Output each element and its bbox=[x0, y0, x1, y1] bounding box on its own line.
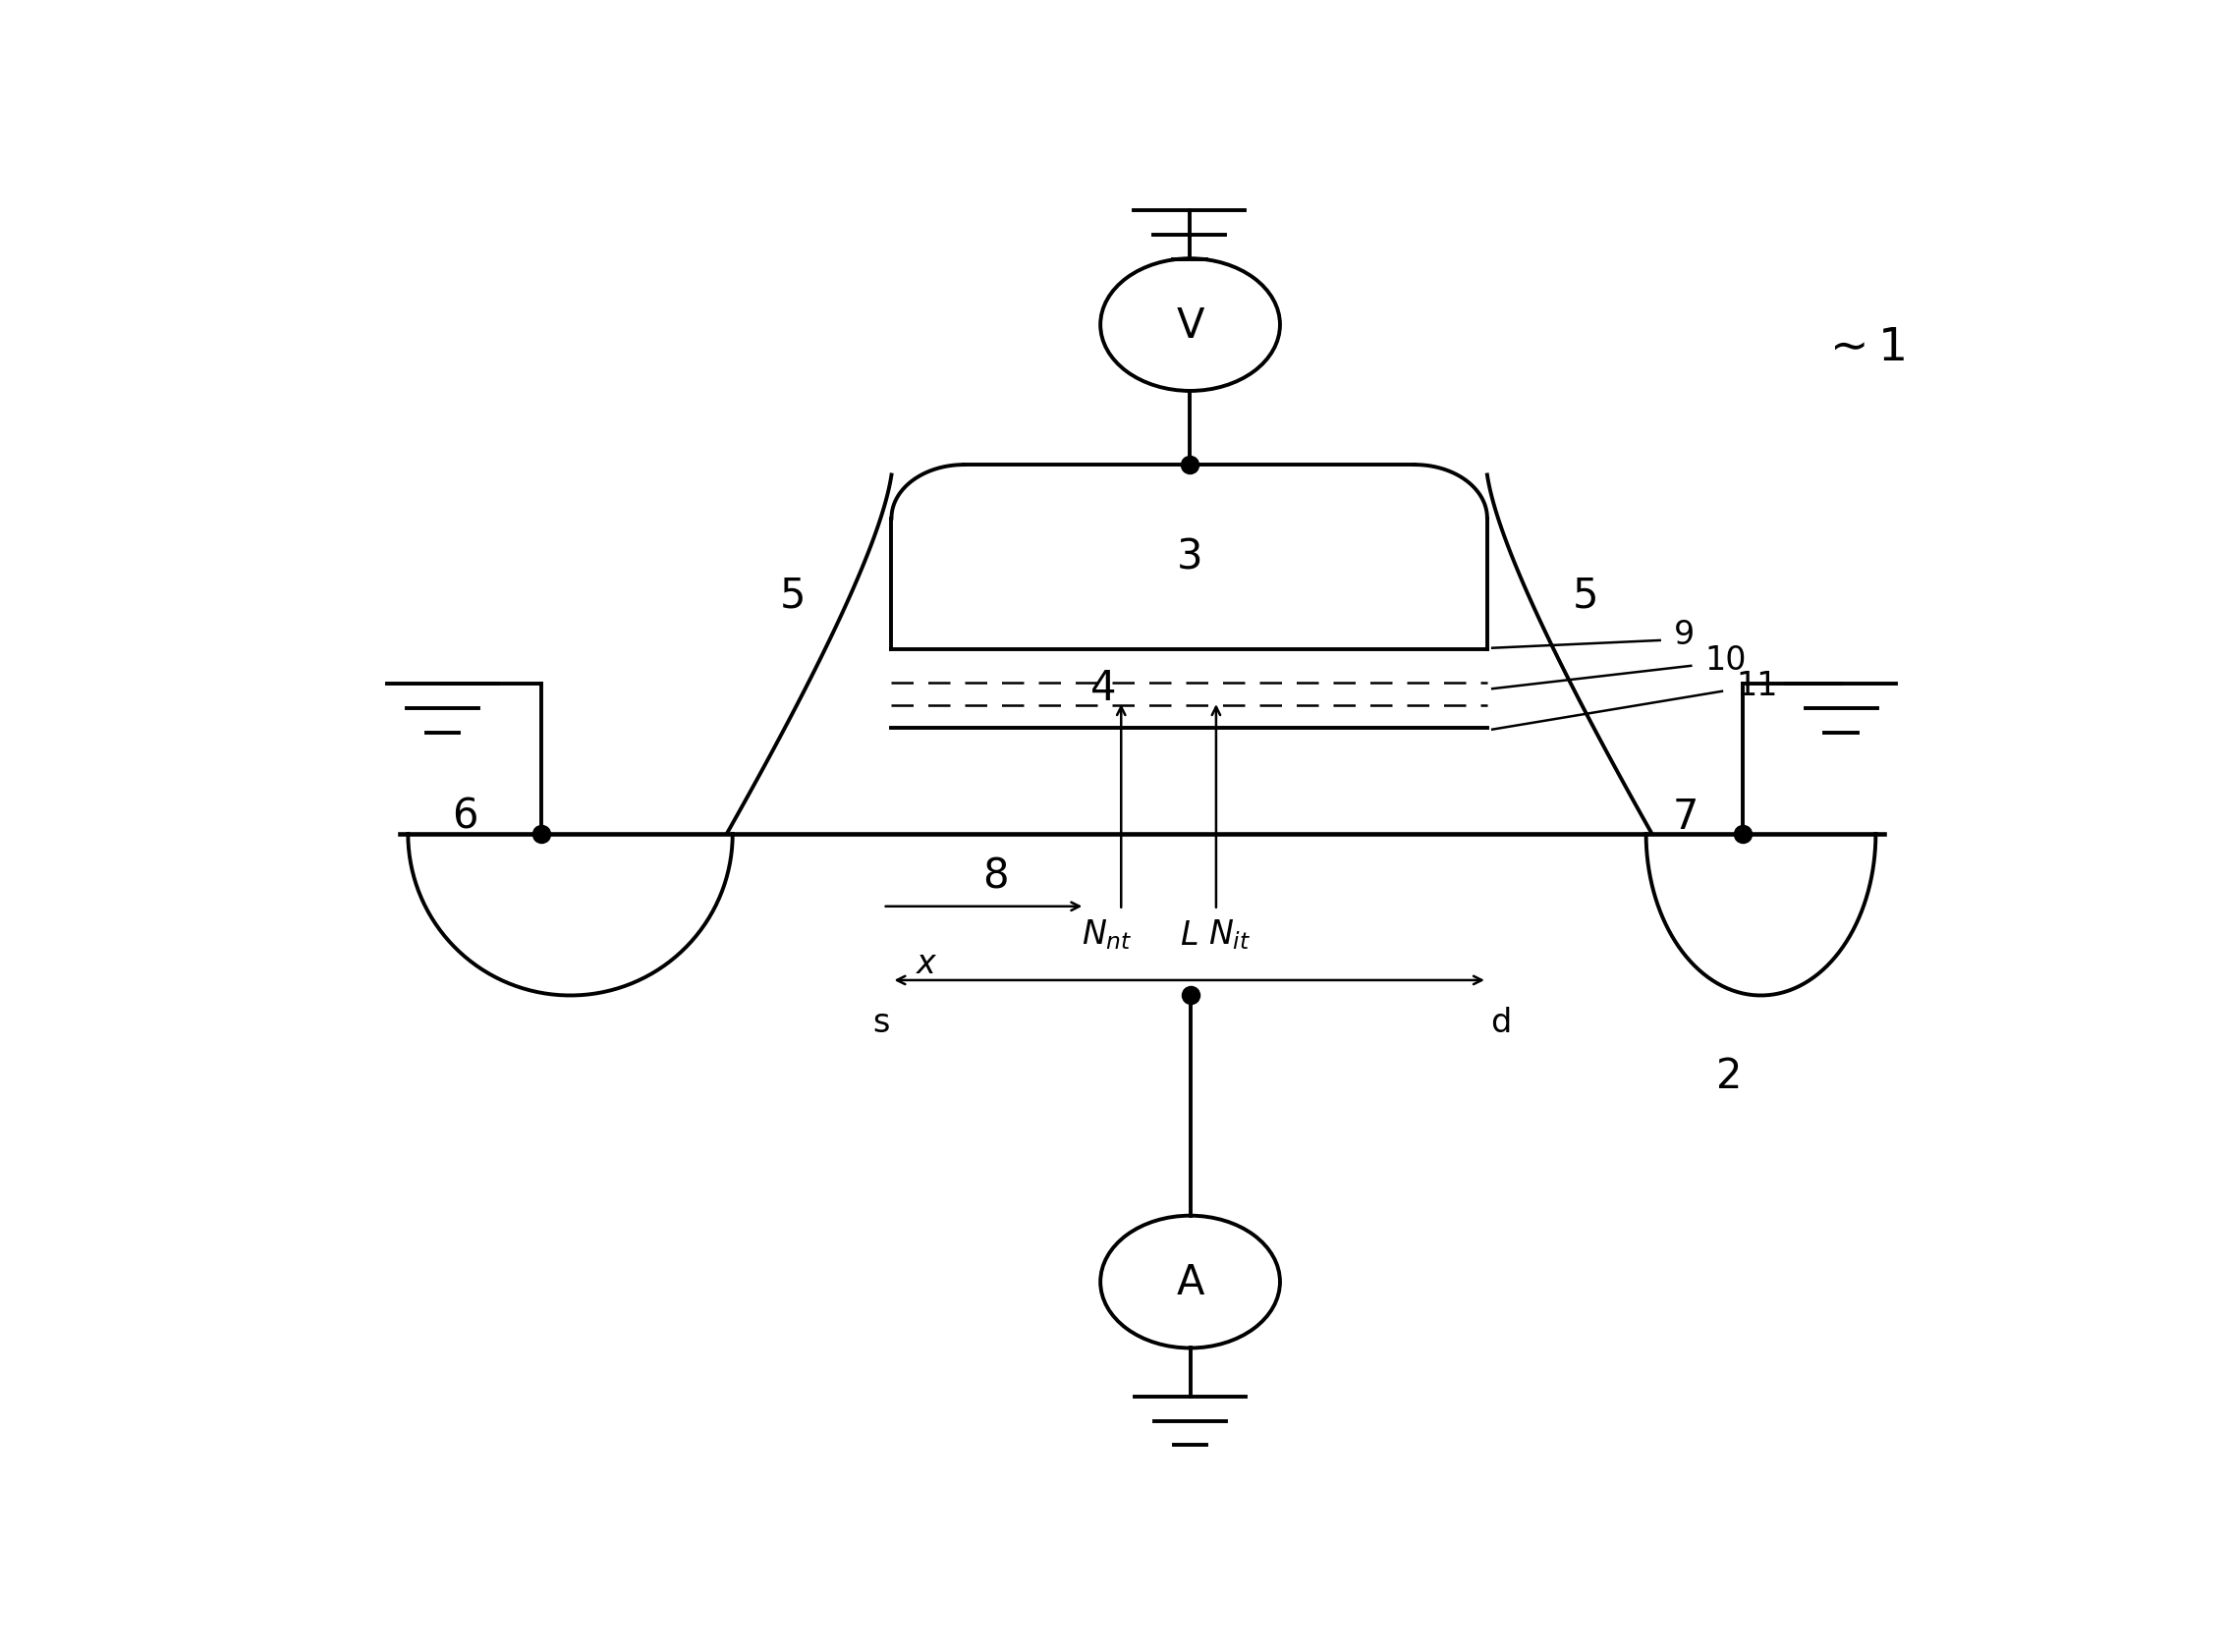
Text: 6: 6 bbox=[452, 796, 479, 838]
Text: 2: 2 bbox=[1716, 1056, 1742, 1097]
Text: 8: 8 bbox=[983, 856, 1007, 897]
Text: $N_{nt}$: $N_{nt}$ bbox=[1083, 917, 1132, 952]
Text: x: x bbox=[916, 948, 936, 980]
Text: 5: 5 bbox=[1573, 575, 1600, 616]
Text: $N_{it}$: $N_{it}$ bbox=[1208, 917, 1252, 952]
Text: s: s bbox=[873, 1006, 889, 1039]
Text: 4: 4 bbox=[1089, 667, 1116, 709]
Text: V: V bbox=[1176, 306, 1203, 345]
Text: d: d bbox=[1491, 1006, 1511, 1039]
Text: 5: 5 bbox=[780, 575, 807, 616]
Text: $\sim$1: $\sim$1 bbox=[1820, 325, 1905, 370]
Text: 7: 7 bbox=[1673, 796, 1698, 838]
Text: 3: 3 bbox=[1176, 537, 1203, 578]
Text: 9: 9 bbox=[1673, 618, 1696, 651]
Text: 11: 11 bbox=[1736, 669, 1778, 702]
Text: A: A bbox=[1176, 1262, 1203, 1303]
Text: L: L bbox=[1181, 919, 1199, 952]
Text: 10: 10 bbox=[1704, 644, 1747, 676]
